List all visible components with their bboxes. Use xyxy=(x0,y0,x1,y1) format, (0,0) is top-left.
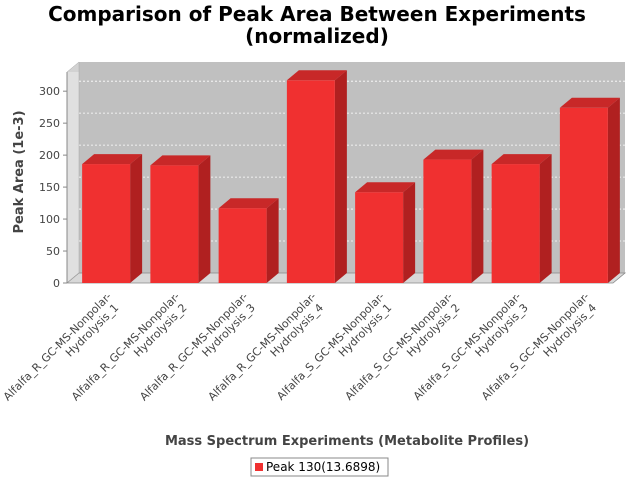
bar xyxy=(559,97,620,283)
bar-side xyxy=(539,154,552,283)
x-tick-label-line: Alfalfa_R_GC-MS-Nonpolar- xyxy=(69,290,182,403)
y-axis: 0 50 100 150 200 250 300 xyxy=(39,72,68,290)
x-axis-categories: Alfalfa_R_GC-MS-Nonpolar-Hydrolysis_1Alf… xyxy=(1,290,599,413)
bar-top xyxy=(559,97,620,108)
gridlines xyxy=(79,80,625,242)
bar-side xyxy=(198,155,211,283)
y-tick-label: 50 xyxy=(46,245,60,258)
bar xyxy=(218,198,279,283)
bar xyxy=(286,70,347,283)
bar-side xyxy=(403,182,416,283)
y-tick-label: 150 xyxy=(39,181,60,194)
x-tick-label-line: Alfalfa_R_GC-MS-Nonpolar- xyxy=(206,290,319,403)
bar-side xyxy=(607,97,620,283)
x-tick-label-line: Alfalfa_S_GC-MS-Nonpolar- xyxy=(479,290,592,403)
bar-top xyxy=(491,154,552,165)
bar-front xyxy=(82,164,131,283)
x-tick-label: Alfalfa_R_GC-MS-Nonpolar-Hydrolysis_1 xyxy=(1,290,124,413)
bar-front xyxy=(355,192,404,283)
bar xyxy=(423,149,484,283)
bar-front xyxy=(423,159,472,283)
legend-label: Peak 130(13.6898) xyxy=(266,460,380,474)
bar-front xyxy=(150,165,199,283)
legend: Peak 130(13.6898) xyxy=(250,457,389,477)
bar-side xyxy=(266,198,279,283)
x-axis-label: Mass Spectrum Experiments (Metabolite Pr… xyxy=(165,434,529,449)
bar-side xyxy=(130,154,143,283)
x-tick-label-line: Alfalfa_S_GC-MS-Nonpolar- xyxy=(411,290,524,403)
bar-top xyxy=(150,155,211,166)
x-tick-label-line: Alfalfa_R_GC-MS-Nonpolar- xyxy=(1,290,114,403)
bar-front xyxy=(286,80,335,283)
bar xyxy=(491,154,552,283)
bar xyxy=(150,155,211,283)
y-tick-label: 100 xyxy=(39,213,60,226)
x-tick-label-line: Alfalfa_R_GC-MS-Nonpolar- xyxy=(137,290,250,403)
bar-top xyxy=(355,182,416,193)
y-tick-label: 0 xyxy=(53,277,60,290)
bar-top xyxy=(82,154,143,165)
y-tick-label: 250 xyxy=(39,117,60,130)
y-axis-label: Peak Area (1e-3) xyxy=(12,110,27,233)
bar-top xyxy=(423,149,484,160)
bar-side xyxy=(471,149,484,283)
bar-top xyxy=(218,198,279,209)
bar-side xyxy=(334,70,347,283)
bar-front xyxy=(491,164,540,283)
bar-front xyxy=(559,107,608,283)
x-tick-label-line: Alfalfa_S_GC-MS-Nonpolar- xyxy=(274,290,387,403)
bar-front xyxy=(218,208,267,283)
bar xyxy=(82,154,143,283)
chart-title-line-1: Comparison of Peak Area Between Experime… xyxy=(48,2,586,26)
bar xyxy=(355,182,416,283)
legend-swatch xyxy=(255,463,263,471)
chart-title-line-2: (normalized) xyxy=(245,24,389,48)
x-tick-label-line: Alfalfa_S_GC-MS-Nonpolar- xyxy=(343,290,456,403)
y-tick-label: 300 xyxy=(39,85,60,98)
legend-box xyxy=(250,457,389,477)
y-tick-label: 200 xyxy=(39,149,60,162)
bars xyxy=(82,70,620,283)
bar-top xyxy=(286,70,347,81)
